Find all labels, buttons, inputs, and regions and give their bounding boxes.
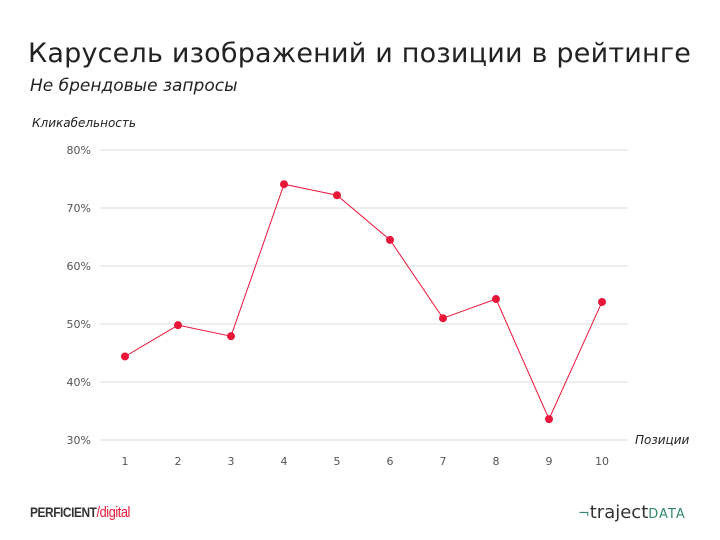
page-title: Карусель изображений и позиции в рейтинг… — [28, 38, 692, 69]
series-line — [124, 183, 603, 421]
y-tick-label: 30% — [67, 434, 91, 447]
x-tick-label: 10 — [595, 455, 609, 468]
data-point — [598, 297, 606, 306]
y-tick-label: 40% — [67, 376, 91, 389]
x-tick-label: 1 — [122, 455, 129, 468]
y-axis-label: Кликабельность — [32, 116, 136, 130]
data-point — [121, 352, 129, 361]
x-tick-label: 4 — [281, 455, 288, 468]
x-tick-label: 7 — [440, 455, 447, 468]
data-point — [227, 332, 235, 341]
x-tick-label: 9 — [546, 455, 553, 468]
x-axis-label: Позиции — [635, 433, 690, 447]
x-tick-label: 8 — [493, 455, 500, 468]
y-tick-label: 60% — [67, 260, 91, 273]
x-tick-label: 5 — [334, 455, 341, 468]
y-tick-label: 70% — [67, 202, 91, 215]
data-point — [333, 191, 341, 200]
x-tick-label: 3 — [228, 455, 235, 468]
data-point — [174, 321, 182, 330]
data-point — [386, 235, 394, 244]
data-point — [545, 415, 553, 424]
traject-data-logo: ¬trajectDATA — [578, 502, 686, 523]
y-tick-label: 80% — [67, 144, 91, 157]
x-tick-label: 2 — [175, 455, 182, 468]
page-subtitle: Не брендовые запросы — [30, 76, 238, 96]
data-point — [280, 180, 288, 189]
perficient-digital-logo: PERFICIENT/digital — [30, 504, 130, 521]
data-point — [439, 314, 447, 323]
y-tick-label: 50% — [67, 318, 91, 331]
data-point — [492, 295, 500, 304]
x-tick-label: 6 — [387, 455, 394, 468]
